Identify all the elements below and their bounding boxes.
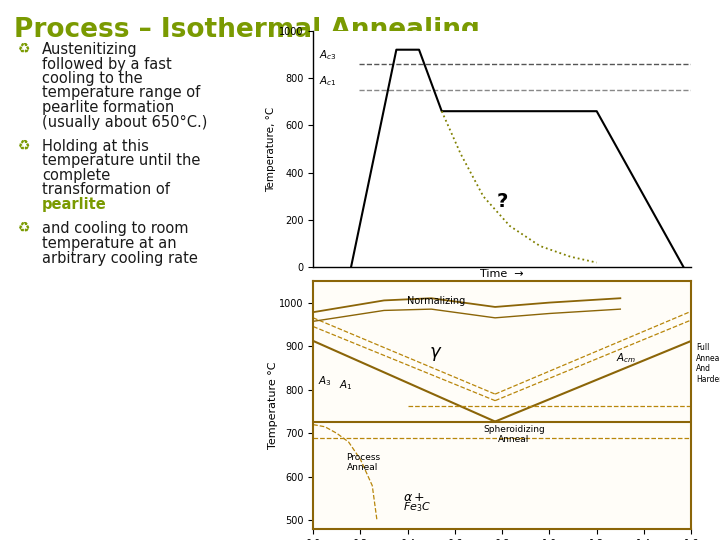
Text: temperature range of: temperature range of [42, 85, 200, 100]
Text: ♻: ♻ [18, 42, 30, 56]
Text: $A_{c3}$: $A_{c3}$ [319, 48, 336, 62]
Text: $A_{c1}$: $A_{c1}$ [319, 74, 336, 88]
Y-axis label: Temperature °C: Temperature °C [268, 361, 278, 449]
Text: Spheroidizing
Anneal: Spheroidizing Anneal [483, 424, 545, 444]
Text: $\alpha +$: $\alpha +$ [403, 491, 425, 504]
Text: pearlite formation: pearlite formation [42, 100, 174, 115]
Text: ♻: ♻ [18, 221, 30, 235]
Text: cooling to the: cooling to the [42, 71, 143, 86]
Text: complete: complete [42, 168, 110, 183]
X-axis label: Time  →: Time → [480, 269, 524, 279]
Text: ?: ? [497, 192, 508, 211]
Text: temperature at an: temperature at an [42, 236, 176, 251]
Text: and cooling to room: and cooling to room [42, 221, 189, 237]
Text: $\gamma$: $\gamma$ [429, 345, 443, 363]
Text: ♻: ♻ [18, 139, 30, 153]
Text: pearlite: pearlite [42, 197, 107, 212]
Text: $A_1$: $A_1$ [339, 379, 353, 392]
Text: arbitrary cooling rate: arbitrary cooling rate [42, 251, 198, 266]
Text: Austenitizing: Austenitizing [42, 42, 138, 57]
Text: $Fe_3C$: $Fe_3C$ [403, 500, 431, 514]
Text: $A_{cm}$: $A_{cm}$ [616, 351, 636, 365]
Text: temperature until the: temperature until the [42, 153, 200, 168]
Text: Process – Isothermal Annealing: Process – Isothermal Annealing [14, 17, 480, 43]
Text: Process
Anneal: Process Anneal [346, 453, 380, 472]
Y-axis label: Temperature, °C: Temperature, °C [266, 106, 276, 192]
Text: Full
Annealing
And
Hardening: Full Annealing And Hardening [696, 343, 720, 384]
Text: Holding at this: Holding at this [42, 139, 149, 154]
Text: followed by a fast: followed by a fast [42, 57, 172, 71]
Text: transformation of: transformation of [42, 183, 170, 198]
Text: $A_3$: $A_3$ [318, 374, 332, 388]
Text: (usually about 650°C.): (usually about 650°C.) [42, 114, 207, 130]
Text: Normalizing: Normalizing [407, 296, 465, 306]
